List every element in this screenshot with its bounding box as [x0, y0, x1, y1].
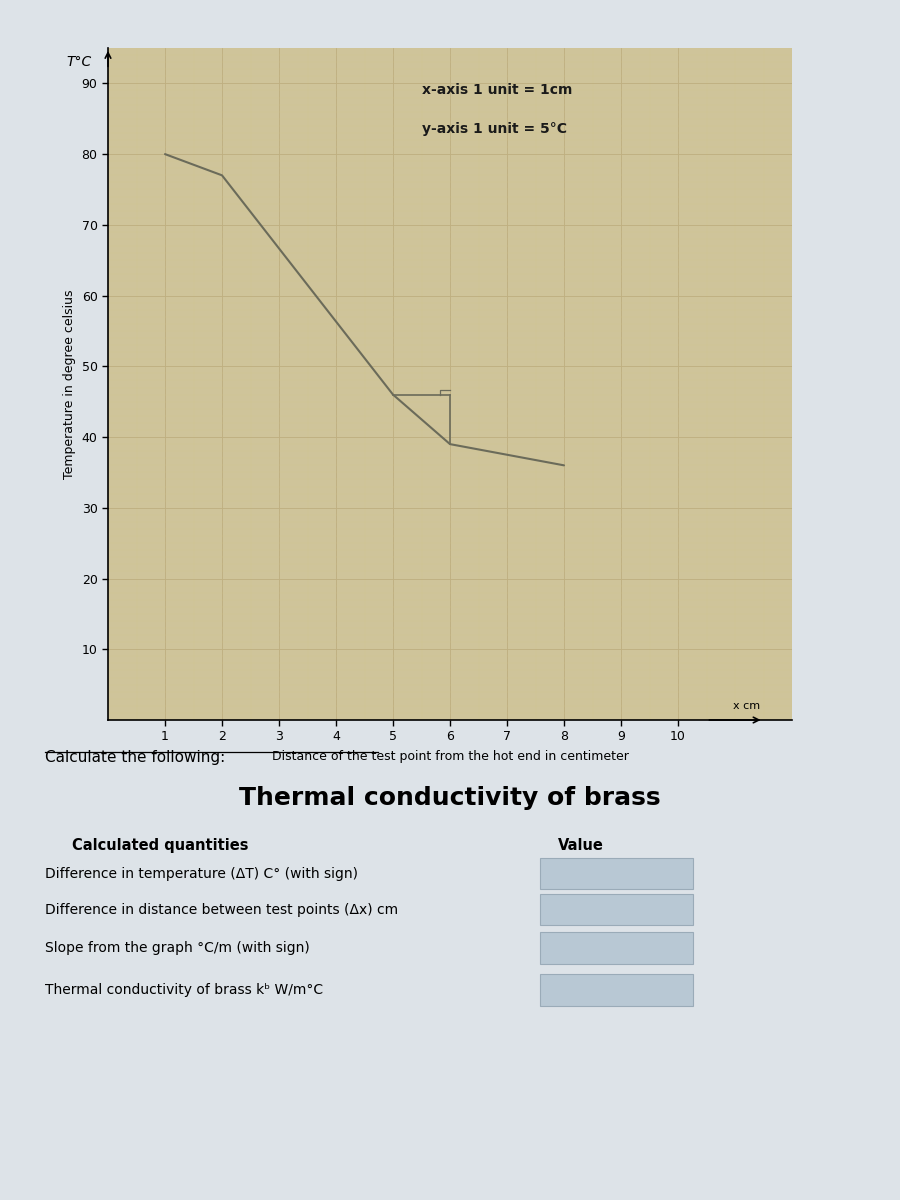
Text: Thermal conductivity of brass kᵇ W/m°C: Thermal conductivity of brass kᵇ W/m°C: [45, 983, 323, 997]
Text: Calculate the following:: Calculate the following:: [45, 750, 225, 766]
Text: Thermal conductivity of brass: Thermal conductivity of brass: [239, 786, 661, 810]
Text: Difference in distance between test points (Δx) cm: Difference in distance between test poin…: [45, 902, 398, 917]
X-axis label: Distance of the test point from the hot end in centimeter: Distance of the test point from the hot …: [272, 750, 628, 763]
Text: y-axis 1 unit = 5°C: y-axis 1 unit = 5°C: [421, 122, 566, 137]
Text: x cm: x cm: [733, 701, 760, 712]
Text: Value: Value: [558, 838, 604, 852]
Text: Slope from the graph °C/m (with sign): Slope from the graph °C/m (with sign): [45, 941, 310, 955]
Text: x-axis 1 unit = 1cm: x-axis 1 unit = 1cm: [421, 83, 572, 97]
Y-axis label: Temperature in degree celsius: Temperature in degree celsius: [63, 289, 76, 479]
Text: Calculated quantities: Calculated quantities: [72, 838, 248, 852]
Text: Difference in temperature (ΔT) C° (with sign): Difference in temperature (ΔT) C° (with …: [45, 866, 358, 881]
Text: T°C: T°C: [67, 55, 92, 70]
